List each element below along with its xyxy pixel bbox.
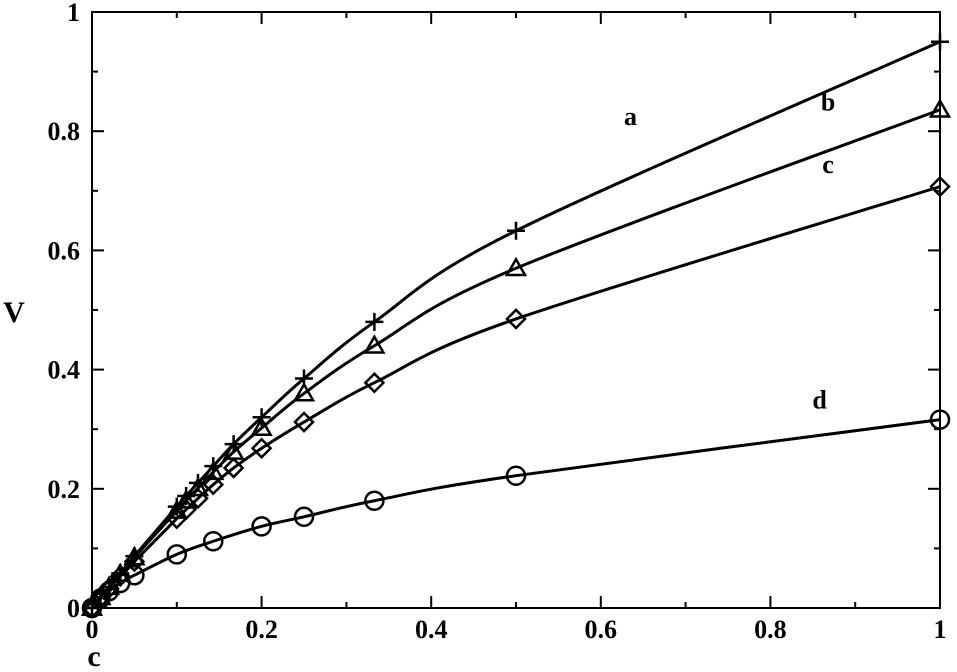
data-point-d (251, 516, 272, 537)
y-axis-title: V (3, 296, 25, 329)
data-point-b (292, 381, 316, 402)
axis-tick-labels: 0 0.2 0.4 0.6 0.8 1 0 0.2 0.4 0.6 0.8 1 (48, 0, 947, 644)
data-point-b (504, 256, 528, 277)
series-d (81, 409, 951, 619)
data-point-c (123, 550, 146, 573)
x-tick-label: 0.8 (754, 615, 787, 644)
data-point-c (363, 371, 386, 394)
series-label-b: b (821, 87, 835, 116)
data-point-c (202, 473, 225, 496)
y-tick-label: 0.8 (48, 117, 81, 146)
x-axis-title: c (87, 640, 100, 672)
x-tick-label: 0.6 (585, 615, 618, 644)
series-layer (80, 32, 952, 619)
y-tick-label: 0.6 (48, 236, 81, 265)
data-point-b (202, 460, 225, 481)
series-label-c: c (822, 150, 834, 179)
y-tick-label: 0 (67, 594, 80, 623)
y-tick-label: 0.2 (48, 475, 81, 504)
data-point-c (250, 437, 273, 460)
x-tick-label: 1 (934, 615, 947, 644)
data-point-c (929, 175, 951, 198)
data-point-c (187, 487, 209, 510)
data-point-d (505, 465, 527, 486)
data-point-c (293, 411, 315, 433)
data-point-c (222, 457, 245, 479)
data-point-c (175, 498, 197, 521)
data-point-d (293, 506, 315, 528)
data-point-c (505, 308, 527, 330)
series-label-d: d (812, 385, 827, 414)
data-point-a (365, 312, 384, 331)
series-b (80, 98, 952, 616)
data-point-d (124, 564, 145, 586)
x-tick-label: 0.2 (245, 615, 278, 644)
data-point-a (931, 32, 949, 51)
data-point-a (507, 221, 525, 240)
series-line-a (90, 40, 941, 609)
data-point-b (250, 416, 273, 437)
data-point-b (363, 334, 386, 354)
data-point-d (364, 490, 385, 511)
y-tick-label: 0.4 (48, 356, 81, 385)
x-tick-label: 0 (86, 615, 99, 644)
data-point-d (929, 409, 951, 430)
series-label-a: a (624, 102, 637, 131)
series-line-d (90, 418, 941, 609)
x-tick-label: 0.4 (415, 615, 448, 644)
data-point-d (203, 530, 224, 552)
series-annotations: a b c d (624, 87, 835, 414)
axis-ticks (91, 11, 941, 609)
data-point-d (166, 544, 188, 565)
series-a (83, 32, 949, 617)
data-point-b (928, 98, 952, 118)
y-tick-label: 1 (67, 0, 80, 27)
data-point-b (186, 476, 210, 497)
